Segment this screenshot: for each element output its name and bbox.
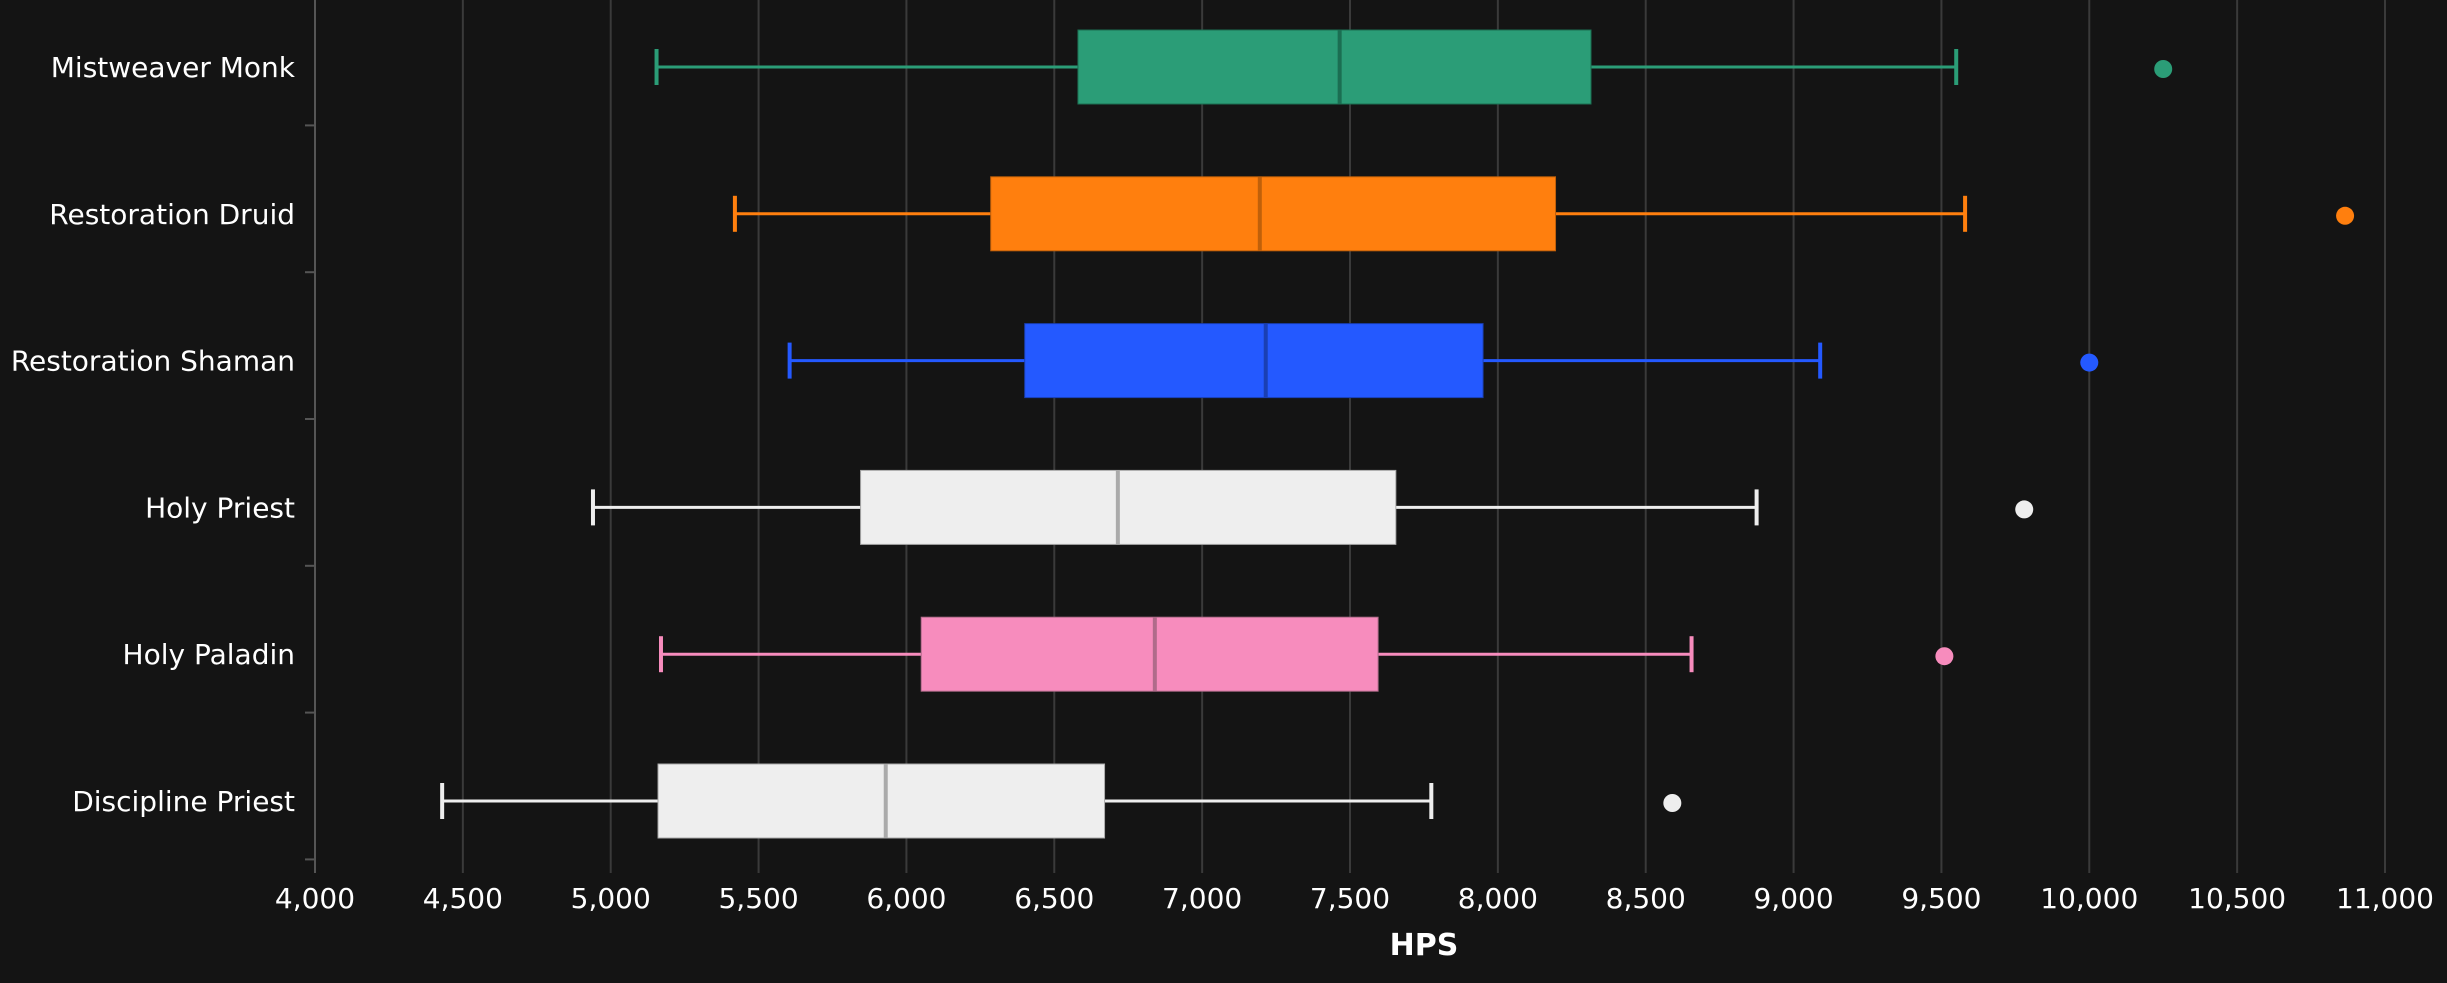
x-tick-label: 9,000 [1753,882,1833,915]
x-axis-title: HPS [1390,928,1459,963]
iqr-box [1024,323,1484,399]
outlier-point [2154,60,2173,78]
iqr-box [657,763,1106,839]
x-tick-label: 5,000 [571,882,651,915]
y-axis [305,0,316,873]
category-label: Mistweaver Monk [51,51,296,84]
x-tick-label: 6,500 [1014,882,1094,915]
box-series [440,29,2355,839]
outlier-point [2080,353,2099,372]
category-label: Holy Priest [145,491,295,524]
x-tick-label: 7,500 [1310,882,1390,915]
x-tick-label: 8,000 [1458,882,1538,915]
x-tick-label: 11,000 [2336,882,2434,915]
box-group [787,323,2099,399]
x-tick-label: 10,500 [2188,882,2286,915]
iqr-box [920,616,1379,692]
box-group [732,176,2355,252]
box-group [654,29,2173,105]
category-labels: Mistweaver Monk Restoration Druid Restorat… [11,51,296,818]
category-label: Discipline Priest [72,785,295,818]
category-label: Restoration Shaman [11,345,295,378]
gridlines [461,0,2386,873]
x-tick-label: 5,500 [718,882,798,915]
box-group [658,616,1954,692]
outlier-point [1935,647,1954,666]
x-tick-label: 10,000 [2040,882,2138,915]
box-group [440,763,1682,839]
category-label: Holy Paladin [123,638,295,671]
x-tick-label: 4,000 [275,882,355,915]
x-tick-labels: 4,000 4,500 5,000 5,500 6,000 6,500 7,000 7,500… [275,882,2434,915]
iqr-box [990,176,1557,252]
iqr-box [860,469,1397,545]
x-tick-label: 7,000 [1162,882,1242,915]
outlier-point [2336,206,2355,225]
box-group [590,469,2034,545]
x-tick-label: 9,500 [1901,882,1981,915]
outlier-point [1663,794,1682,812]
category-label: Restoration Druid [49,198,295,231]
x-tick-label: 6,000 [866,882,946,915]
x-tick-label: 8,500 [1606,882,1686,915]
x-tick-label: 4,500 [423,882,503,915]
iqr-box [1077,29,1592,105]
outlier-point [2015,500,2034,519]
